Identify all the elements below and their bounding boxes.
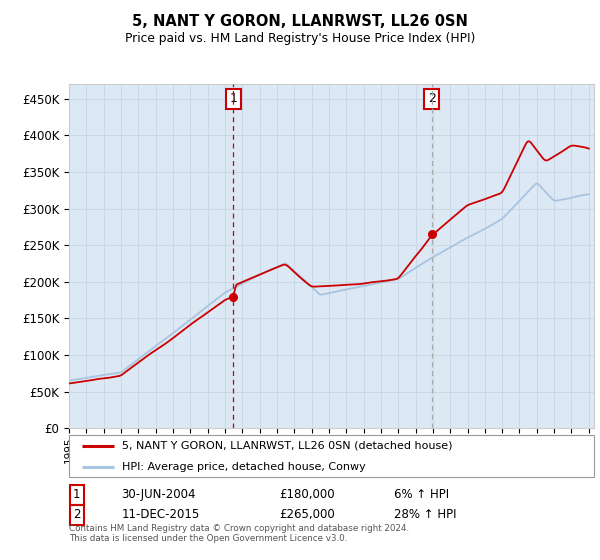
Text: 11-DEC-2015: 11-DEC-2015 [121,508,200,521]
Text: £180,000: £180,000 [279,488,335,502]
Text: 1: 1 [73,488,80,502]
Text: Price paid vs. HM Land Registry's House Price Index (HPI): Price paid vs. HM Land Registry's House … [125,32,475,45]
Text: £265,000: £265,000 [279,508,335,521]
Text: 2: 2 [428,92,436,105]
FancyBboxPatch shape [69,435,594,477]
Text: 5, NANT Y GORON, LLANRWST, LL26 0SN: 5, NANT Y GORON, LLANRWST, LL26 0SN [132,14,468,29]
Text: 2: 2 [73,508,80,521]
Text: 5, NANT Y GORON, LLANRWST, LL26 0SN (detached house): 5, NANT Y GORON, LLANRWST, LL26 0SN (det… [121,441,452,451]
Text: Contains HM Land Registry data © Crown copyright and database right 2024.
This d: Contains HM Land Registry data © Crown c… [69,524,409,543]
Text: 6% ↑ HPI: 6% ↑ HPI [395,488,449,502]
Text: 28% ↑ HPI: 28% ↑ HPI [395,508,457,521]
Text: 1: 1 [229,92,238,105]
Text: 30-JUN-2004: 30-JUN-2004 [121,488,196,502]
Text: HPI: Average price, detached house, Conwy: HPI: Average price, detached house, Conw… [121,461,365,472]
